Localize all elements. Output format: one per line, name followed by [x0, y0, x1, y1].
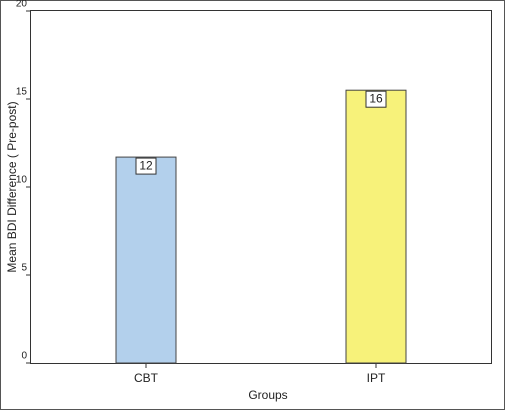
y-tick-label: 0 — [21, 351, 27, 362]
y-tick-label: 10 — [16, 175, 28, 186]
x-axis-label: Groups — [248, 388, 287, 402]
y-tick-label: 20 — [16, 0, 28, 10]
y-axis-label: Mean BDI Difference ( Pre-post) — [5, 101, 19, 272]
value-label: 12 — [139, 158, 153, 172]
value-label-box — [135, 157, 157, 175]
bar — [115, 156, 177, 364]
value-label-box — [365, 90, 387, 108]
x-tick-label: IPT — [367, 371, 386, 385]
y-tick-label: 5 — [21, 263, 27, 274]
y-tick-label: 15 — [16, 87, 28, 98]
value-label: 16 — [369, 91, 383, 105]
bar — [345, 89, 407, 364]
x-tick-label: CBT — [134, 371, 159, 385]
